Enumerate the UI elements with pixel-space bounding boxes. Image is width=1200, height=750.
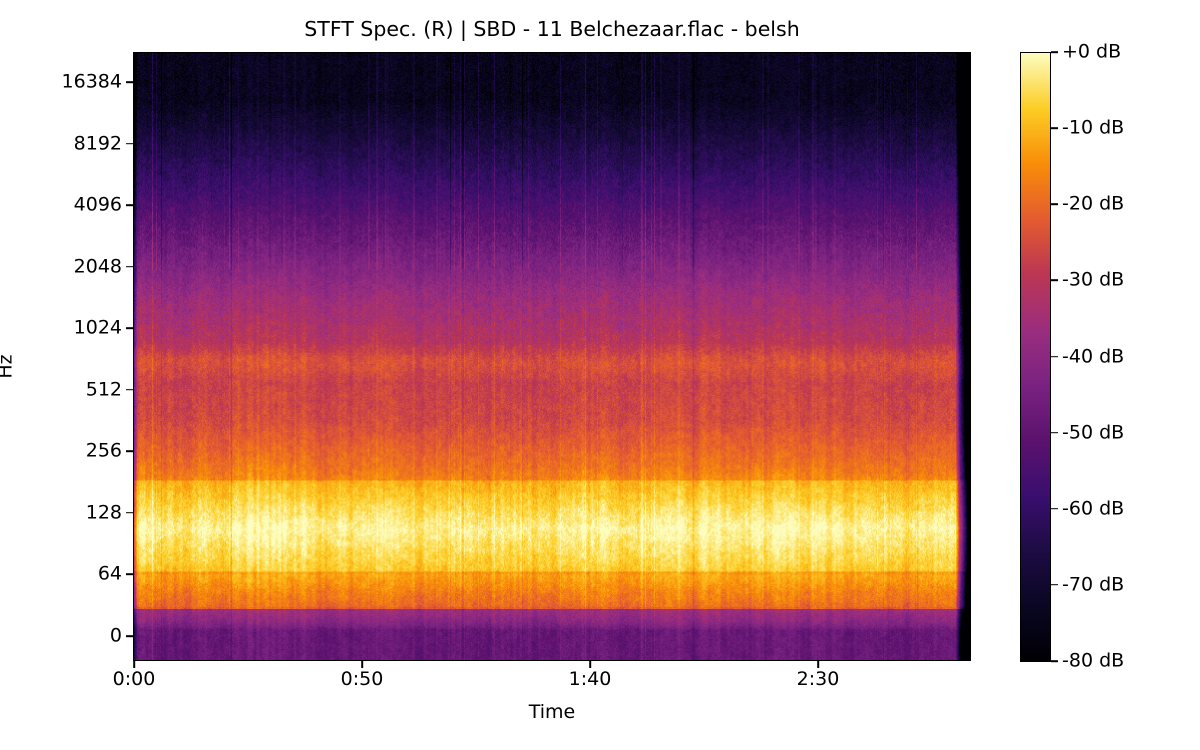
y-tick-mark (126, 327, 133, 329)
x-tick-label: 2:30 (796, 668, 840, 690)
y-tick-label: 256 (85, 439, 122, 462)
y-tick-mark (126, 573, 133, 576)
x-tick-mark (589, 661, 591, 668)
colorbar-tick-mark (1051, 279, 1058, 282)
y-tick-mark (126, 81, 133, 83)
colorbar-tick-label: -30 dB (1062, 268, 1125, 291)
colorbar (1020, 52, 1051, 662)
x-axis-label: Time (528, 701, 576, 723)
colorbar-tick-mark (1051, 51, 1058, 53)
colorbar-tick-label: -60 dB (1062, 497, 1125, 520)
x-tick-mark (133, 661, 135, 668)
colorbar-tick-label: +0 dB (1062, 40, 1122, 63)
y-tick-mark (126, 142, 133, 145)
x-tick-label: 0:00 (112, 668, 156, 690)
colorbar-gradient (1021, 53, 1050, 661)
colorbar-tick-label: -80 dB (1062, 649, 1125, 672)
y-tick-mark (126, 512, 133, 514)
y-tick-label: 1024 (73, 316, 122, 339)
x-tick-label: 0:50 (340, 668, 384, 690)
chart-title: STFT Spec. (R) | SBD - 11 Belchezaar.fla… (304, 17, 800, 41)
colorbar-tick-label: -20 dB (1062, 192, 1125, 215)
colorbar-tick-mark (1051, 127, 1058, 129)
y-tick-mark (126, 265, 133, 268)
colorbar-tick-label: -10 dB (1062, 116, 1125, 139)
colorbar-tick-mark (1051, 355, 1058, 358)
y-tick-mark (126, 204, 133, 206)
colorbar-tick-label: -40 dB (1062, 345, 1125, 367)
x-tick-mark (361, 661, 363, 668)
colorbar-tick-mark (1051, 660, 1058, 662)
spectrogram-image (134, 53, 970, 660)
spectrogram-axes (133, 52, 971, 661)
y-tick-label: 4096 (73, 193, 122, 216)
y-tick-label: 2048 (73, 255, 122, 278)
y-tick-label: 16384 (61, 70, 122, 93)
colorbar-tick-label: -70 dB (1062, 573, 1125, 596)
y-tick-mark (126, 388, 133, 391)
y-tick-label: 0 (109, 624, 122, 647)
colorbar-tick-label: -50 dB (1062, 421, 1125, 444)
y-tick-label: 8192 (73, 132, 122, 155)
y-tick-label: 128 (85, 501, 122, 524)
colorbar-tick-mark (1051, 431, 1058, 434)
x-tick-label: 1:40 (568, 668, 612, 690)
colorbar-tick-mark (1051, 507, 1058, 510)
y-tick-label: 64 (97, 562, 122, 585)
colorbar-tick-mark (1051, 584, 1058, 586)
x-tick-mark (817, 661, 819, 668)
y-tick-label: 512 (85, 378, 122, 401)
y-tick-mark (126, 635, 133, 637)
y-axis-label: Hz (0, 354, 17, 379)
y-tick-mark (126, 450, 133, 453)
colorbar-tick-mark (1051, 203, 1058, 206)
